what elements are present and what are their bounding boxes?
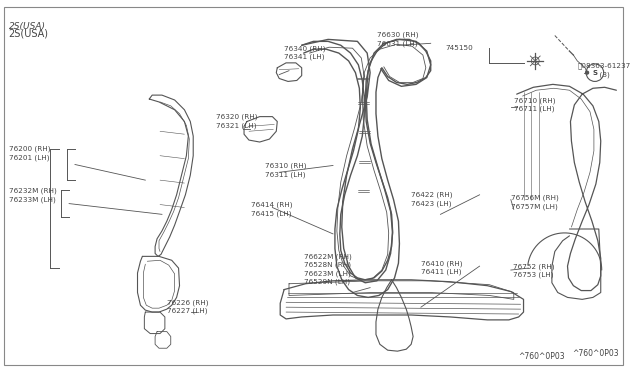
Text: 76226 (RH)
76227 (LH): 76226 (RH) 76227 (LH) [167, 299, 209, 314]
Text: ^760^0P03: ^760^0P03 [518, 352, 565, 361]
Text: 76410 (RH)
76411 (LH): 76410 (RH) 76411 (LH) [421, 260, 463, 275]
Text: Ⓝ08363-61237
          (3): Ⓝ08363-61237 (3) [577, 63, 630, 78]
Text: 2S(USA): 2S(USA) [8, 22, 45, 31]
Text: 76310 (RH)
76311 (LH): 76310 (RH) 76311 (LH) [264, 163, 306, 177]
Text: 76232M (RH)
76233M (LH): 76232M (RH) 76233M (LH) [8, 188, 56, 203]
Text: 76340 (RH)
76341 (LH): 76340 (RH) 76341 (LH) [284, 45, 326, 60]
Text: 76752 (RH)
76753 (LH): 76752 (RH) 76753 (LH) [513, 263, 554, 278]
Text: 76630 (RH)
76631 (LH): 76630 (RH) 76631 (LH) [377, 32, 419, 46]
Text: 76756M (RH)
76757M (LH): 76756M (RH) 76757M (LH) [511, 195, 559, 210]
Text: 2S(USA): 2S(USA) [8, 29, 49, 39]
Text: 76200 (RH)
76201 (LH): 76200 (RH) 76201 (LH) [8, 146, 50, 161]
Text: 745150: 745150 [445, 45, 473, 51]
Text: 76414 (RH)
76415 (LH): 76414 (RH) 76415 (LH) [251, 202, 292, 217]
Text: S: S [593, 70, 597, 76]
Text: 76422 (RH)
76423 (LH): 76422 (RH) 76423 (LH) [411, 192, 452, 207]
Text: 76320 (RH)
76321 (LH): 76320 (RH) 76321 (LH) [216, 114, 257, 129]
Text: 76622M (RH)
76528N (RH)
76623M (LH)
76529N (LH): 76622M (RH) 76528N (RH) 76623M (LH) 7652… [303, 253, 351, 285]
Text: 76710 (RH)
76711 (LH): 76710 (RH) 76711 (LH) [514, 97, 556, 112]
Text: ^760^0P03: ^760^0P03 [572, 349, 618, 358]
Circle shape [586, 71, 589, 74]
